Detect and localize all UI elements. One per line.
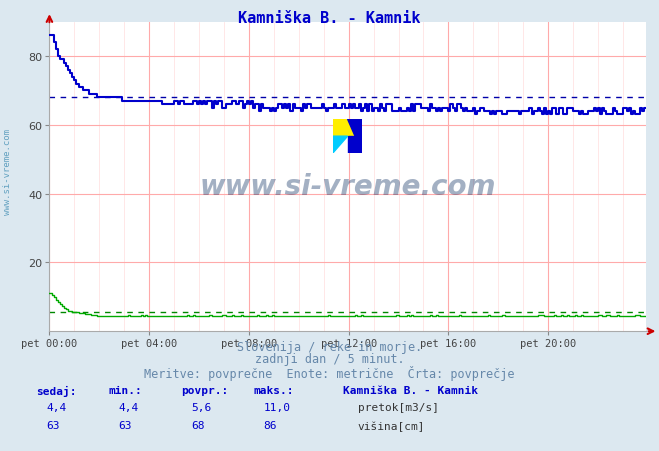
Text: www.si-vreme.com: www.si-vreme.com [200, 172, 496, 200]
Text: min.:: min.: [109, 386, 142, 396]
Text: Kamniška B. - Kamnik: Kamniška B. - Kamnik [343, 386, 478, 396]
Text: Slovenija / reke in morje.: Slovenija / reke in morje. [237, 341, 422, 354]
Text: višina[cm]: višina[cm] [358, 420, 425, 431]
Text: www.si-vreme.com: www.si-vreme.com [3, 129, 13, 214]
Polygon shape [333, 137, 348, 154]
Text: 68: 68 [191, 420, 204, 430]
Text: 63: 63 [46, 420, 59, 430]
Text: zadnji dan / 5 minut.: zadnji dan / 5 minut. [254, 353, 405, 366]
Bar [333, 120, 362, 137]
Text: 11,0: 11,0 [264, 402, 291, 412]
Text: 4,4: 4,4 [119, 402, 139, 412]
Text: sedaj:: sedaj: [36, 386, 76, 396]
Polygon shape [348, 137, 362, 154]
Text: 63: 63 [119, 420, 132, 430]
Text: pretok[m3/s]: pretok[m3/s] [358, 402, 439, 412]
Text: Kamniška B. - Kamnik: Kamniška B. - Kamnik [239, 11, 420, 26]
Text: 5,6: 5,6 [191, 402, 212, 412]
Text: Meritve: povprečne  Enote: metrične  Črta: povprečje: Meritve: povprečne Enote: metrične Črta:… [144, 365, 515, 380]
Text: 4,4: 4,4 [46, 402, 67, 412]
Text: 86: 86 [264, 420, 277, 430]
Text: povpr.:: povpr.: [181, 386, 229, 396]
Polygon shape [348, 120, 362, 154]
Text: maks.:: maks.: [254, 386, 294, 396]
